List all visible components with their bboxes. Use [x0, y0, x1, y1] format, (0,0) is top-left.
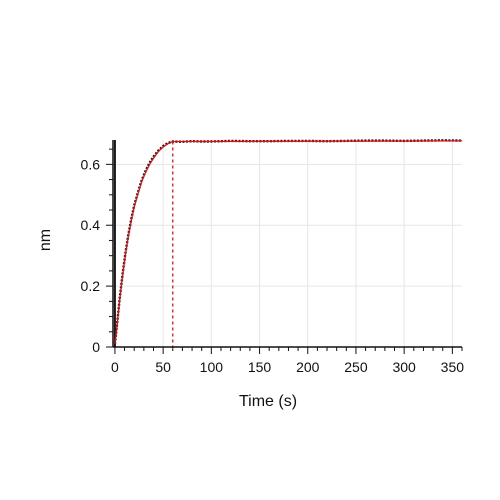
y-tick-label: 0.6: [81, 156, 101, 172]
y-tick-label: 0.4: [81, 217, 101, 233]
y-axis-title: nm: [37, 229, 54, 251]
axis-ticks: [106, 148, 463, 354]
x-tick-label: 50: [155, 359, 171, 375]
x-tick-label: 300: [392, 359, 416, 375]
grid-lines: [113, 140, 462, 347]
x-tick-label: 0: [111, 359, 119, 375]
y-tick-label: 0.2: [81, 278, 101, 294]
x-tick-label: 150: [248, 359, 272, 375]
x-tick-label: 200: [296, 359, 320, 375]
fit-curve-line: [114, 140, 463, 345]
plot-series: [113, 139, 463, 347]
x-axis-title: Time (s): [239, 393, 297, 410]
measured-data-line: [113, 139, 463, 345]
tick-labels: 0 50 100 150 200 250 300 350 0 0.2 0.4 0.6: [81, 156, 465, 375]
axes: [112, 140, 462, 348]
x-tick-label: 350: [441, 359, 465, 375]
x-tick-label: 100: [200, 359, 224, 375]
x-tick-label: 250: [344, 359, 368, 375]
y-tick-label: 0: [92, 339, 100, 355]
